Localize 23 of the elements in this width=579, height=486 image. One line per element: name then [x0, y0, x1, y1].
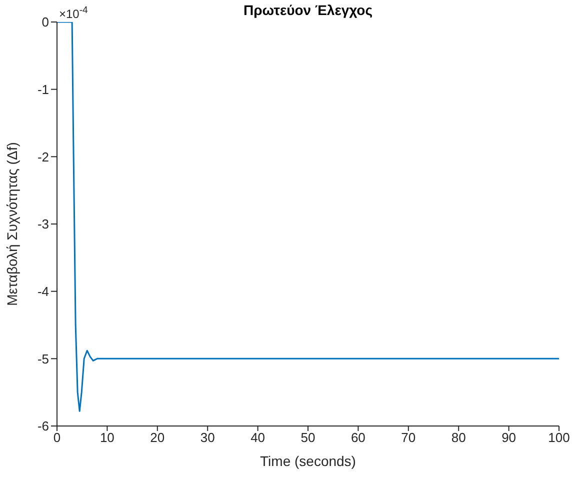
chart-title: Πρωτεύον Έλεγχος [243, 2, 373, 18]
x-tick-label: 50 [300, 430, 316, 446]
y-tick-label: -6 [37, 418, 49, 434]
x-tick-label: 0 [53, 430, 61, 446]
x-axis-title: Time (seconds) [260, 453, 356, 469]
x-tick-label: 80 [451, 430, 466, 446]
x-tick-label: 40 [250, 430, 266, 446]
x-tick-label: 20 [150, 430, 165, 446]
line-series [57, 22, 559, 412]
y-axis-title: Μεταβολή Συχνότητας (Δf) [4, 142, 20, 306]
x-tick-label: 70 [401, 430, 416, 446]
x-tick-label: 30 [200, 430, 215, 446]
x-tick-label: 90 [502, 430, 516, 446]
y-tick-label: -5 [37, 351, 49, 366]
x-tick-label: 100 [548, 430, 570, 446]
x-tick-label: 10 [100, 430, 114, 446]
y-tick-label: -4 [37, 284, 49, 299]
y-tick-label: 0 [42, 14, 49, 30]
text: ×10$^{-4}$ [59, 4, 89, 21]
y-tick-label: -3 [37, 216, 49, 232]
x-tick-label: 60 [350, 430, 366, 446]
y-tick-label: -2 [37, 149, 49, 164]
y-tick-label: -1 [37, 82, 49, 97]
